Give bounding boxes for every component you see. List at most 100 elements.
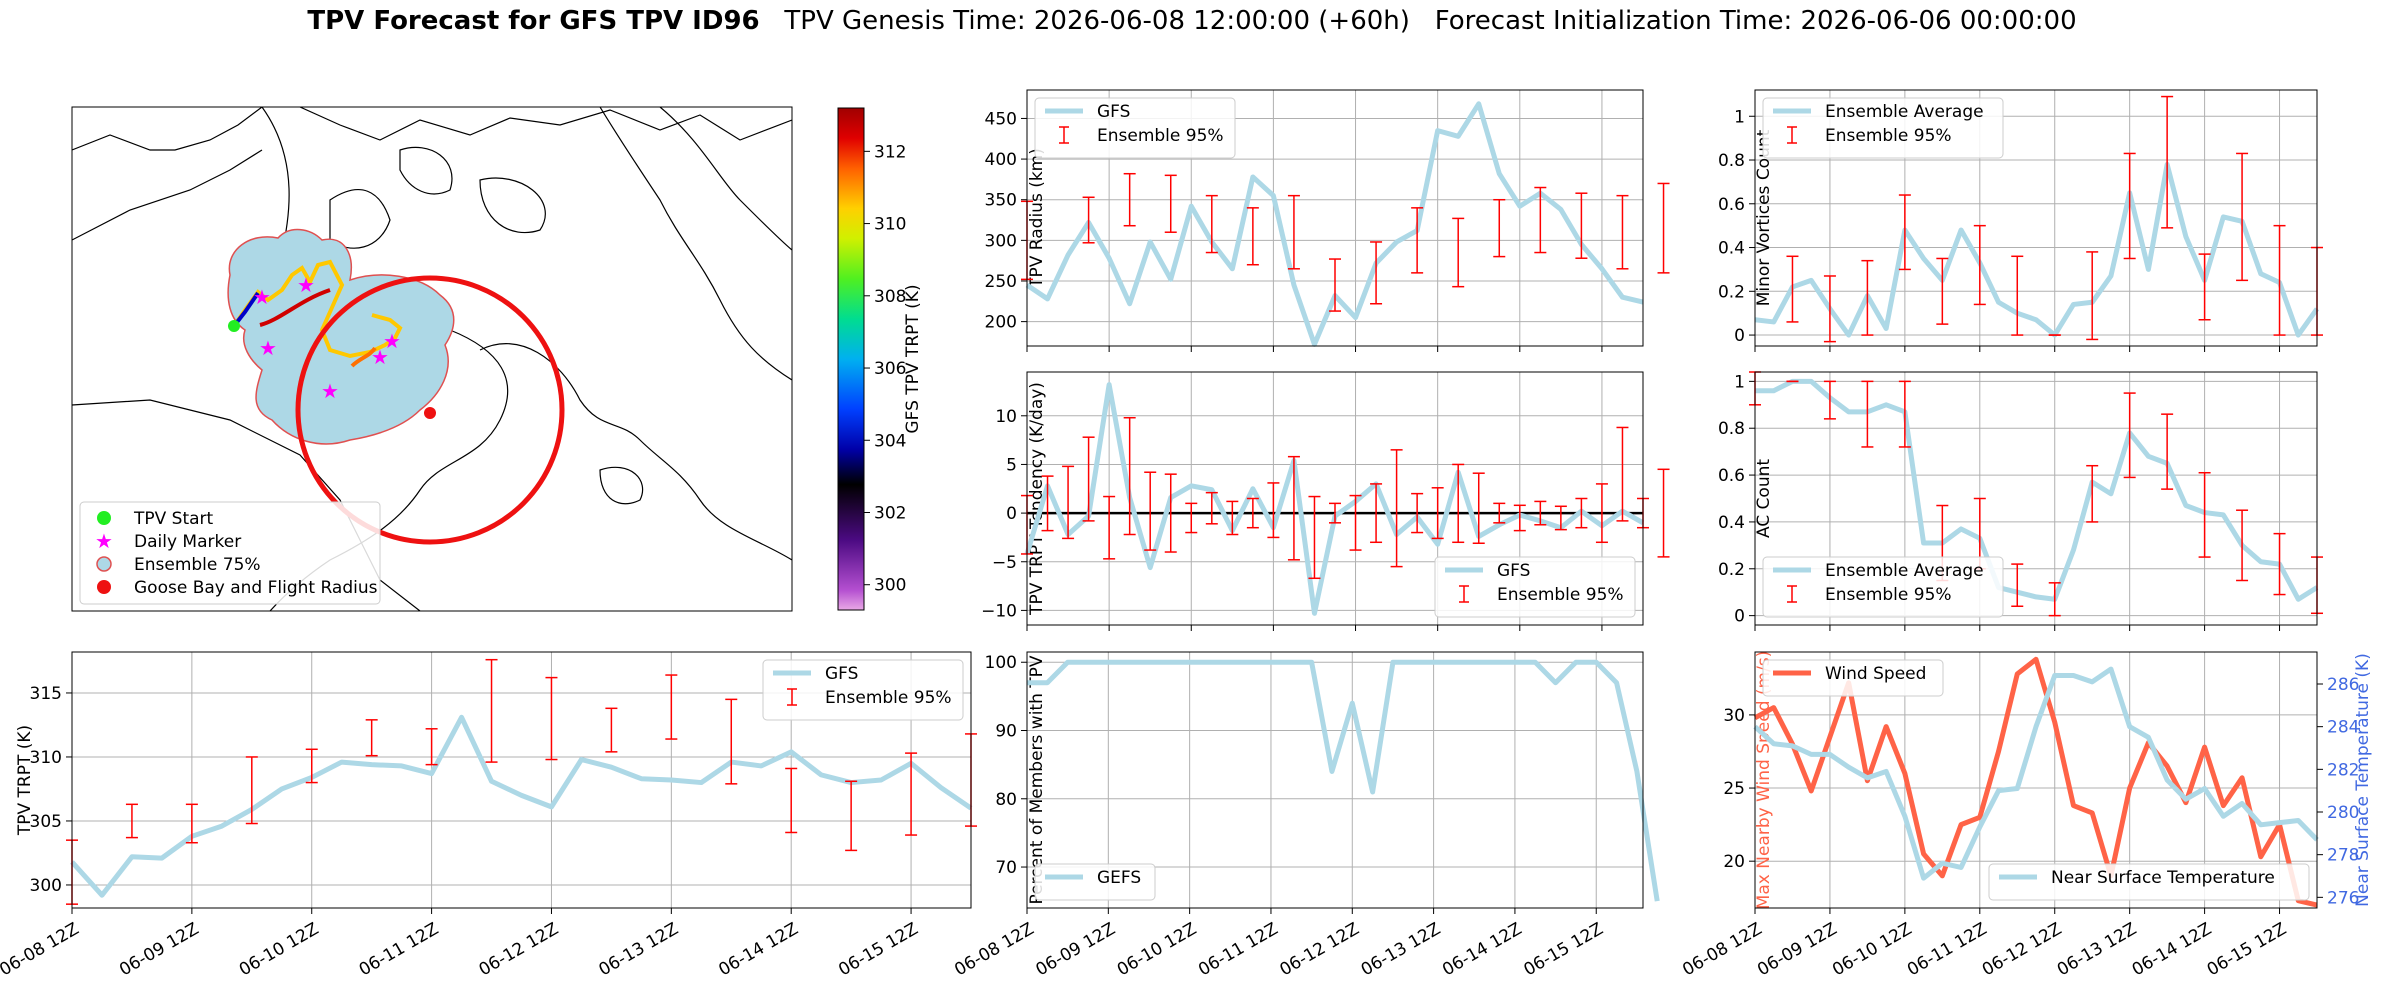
magenta-star-icon: ★ — [95, 529, 113, 553]
colorbar-tick-label: 310 — [874, 215, 906, 235]
legend-box — [1762, 97, 2004, 159]
y-tick-label: 310 — [30, 748, 62, 768]
colorbar-tick-label: 306 — [874, 359, 906, 379]
colorbar-tick-label: 300 — [874, 576, 906, 596]
y-tick-label: 100 — [985, 653, 1017, 673]
map-coastline-arctic — [72, 107, 792, 151]
y-axis-label: Minor Vortices Count — [1754, 129, 1774, 306]
y-tick-label: 350 — [985, 191, 1017, 211]
series-line — [1027, 659, 1660, 902]
map-legend-label: Ensemble 75% — [134, 555, 261, 575]
y-tick-label: 0 — [1734, 326, 1745, 346]
y2-tick-label: 278 — [2327, 846, 2359, 866]
y-tick-label: 450 — [985, 109, 1017, 129]
legend: Ensemble Average Ensemble 95% — [1762, 556, 2004, 618]
y-tick-label: 0.6 — [1718, 195, 1745, 215]
y-tick-label: 0.8 — [1718, 419, 1745, 439]
y-tick-label: 300 — [985, 231, 1017, 251]
legend-box — [1762, 659, 1944, 697]
figure-title-genesis: TPV Genesis Time: 2026-06-08 12:00:00 (+… — [784, 6, 1410, 36]
y-tick-label: 250 — [985, 272, 1017, 292]
x-tick-label: 06-14 12Z — [1439, 919, 1525, 980]
chart-tendency: −10 −5 0 5 10 TPV TRPT Tendency (K/day) GFS Ens… — [981, 371, 1670, 631]
legend-label: GFS — [825, 664, 858, 684]
map-legend-box — [79, 501, 381, 605]
map-legend-label: TPV Start — [133, 509, 214, 529]
x-tick-label: 06-11 12Z — [1195, 919, 1281, 980]
y-tick-label: 0 — [1734, 607, 1745, 627]
y2-tick-label: 280 — [2327, 803, 2359, 823]
y-tick-label: 1 — [1734, 107, 1745, 127]
y-tick-label: 400 — [985, 150, 1017, 170]
plot-frame — [1754, 651, 2318, 909]
daily-marker: ★ — [259, 336, 277, 360]
colorbar-gradient — [837, 107, 865, 611]
legend: GFS Ensemble 95% — [1434, 556, 1636, 618]
legend: Wind Speed — [1762, 659, 1944, 697]
y-tick-label: 30 — [1723, 706, 1745, 726]
goose-bay-flight-radius — [295, 275, 565, 545]
plot-frame — [1026, 651, 1644, 909]
legend-label: Ensemble Average — [1825, 561, 1984, 581]
legend-box — [1988, 863, 2310, 901]
colorbar: 300 302 304 306 308 310 312 GFS TPV TRPT (K) — [837, 107, 923, 611]
figure-title-init: Forecast Initialization Time: 2026-06-06… — [1434, 6, 2077, 36]
x-tick-label: 06-08 12Z — [951, 919, 1037, 980]
legend-label: Ensemble 95% — [1097, 126, 1224, 146]
y-tick-label: 25 — [1723, 779, 1745, 799]
ensemble-circle-icon — [96, 556, 112, 572]
legend-box — [762, 659, 964, 721]
y2-tick-label: 284 — [2327, 718, 2359, 738]
legend: GEFS — [1034, 863, 1156, 901]
y-tick-label: 90 — [995, 722, 1017, 742]
y-axis-label: TPV TRPT Tendency (K/day) — [1027, 382, 1047, 616]
y2-tick-label: 286 — [2327, 675, 2359, 695]
colorbar-label: GFS TPV TRPT (K) — [903, 284, 923, 433]
map-coastline-greenland — [599, 107, 792, 381]
plot-frame — [1754, 89, 2318, 347]
legend-label: GEFS — [1097, 868, 1141, 888]
chart-radius: 200 250 300 350 400 450 TPV Radius (km) GFS Ense… — [985, 89, 1670, 352]
y-axis-label: TPV Radius (km) — [1027, 148, 1047, 289]
y-tick-label: −10 — [981, 601, 1017, 621]
y2-tick-label: 276 — [2327, 888, 2359, 908]
legend: Near Surface Temperature — [1988, 863, 2310, 901]
chart-trpt: 300 305 310 315 06-08 12Z 06-09 12Z 06-10 12Z 0… — [0, 651, 977, 980]
legend: GFS Ensemble 95% — [1034, 97, 1236, 159]
x-tick-label: 06-10 12Z — [1114, 919, 1200, 980]
x-tick-label: 06-08 12Z — [0, 919, 83, 980]
map-legend-label: Daily Marker — [134, 532, 241, 552]
y-tick-label: 10 — [995, 407, 1017, 427]
plot-frame — [1026, 371, 1644, 626]
x-tick-label: 06-12 12Z — [1979, 919, 2065, 980]
legend: Ensemble Average Ensemble 95% — [1762, 97, 2004, 159]
colorbar-tick-label: 302 — [874, 503, 906, 523]
legend-label: Ensemble 95% — [1825, 126, 1952, 146]
map-coastline-labrador — [479, 343, 792, 561]
series-line — [1753, 666, 2319, 881]
map-coastline-islands — [329, 146, 644, 505]
y-tick-label: 1 — [1734, 372, 1745, 392]
x-tick-label: 06-14 12Z — [2129, 919, 2215, 980]
y-tick-label: 0.6 — [1718, 466, 1745, 486]
map-legend: ★ TPV Start Daily Marker Ensemble 75% Go… — [79, 501, 381, 605]
series-line — [1755, 378, 2319, 602]
y-axis-label: AC Count — [1754, 459, 1774, 538]
tpv-track-line — [232, 259, 403, 359]
y-tick-label: 0.8 — [1718, 151, 1745, 171]
green-dot-icon — [97, 511, 111, 525]
x-tick-label: 06-10 12Z — [1829, 919, 1915, 980]
plot-frame — [1754, 371, 2318, 626]
legend-box — [1034, 97, 1236, 159]
daily-markers: ★ ★ ★ ★ ★ ★ — [253, 273, 401, 403]
x-tick-label: 06-11 12Z — [356, 919, 442, 980]
x-tick-label: 06-15 12Z — [835, 919, 921, 980]
map-panel: ★ ★ ★ ★ ★ ★ ★ TPV Start Daily Marker Ens… — [71, 106, 923, 612]
x-tick-label: 06-08 12Z — [1679, 919, 1765, 980]
y-tick-label: 5 — [1006, 455, 1017, 475]
daily-marker: ★ — [371, 345, 389, 369]
y-tick-label: 0.4 — [1718, 513, 1745, 533]
